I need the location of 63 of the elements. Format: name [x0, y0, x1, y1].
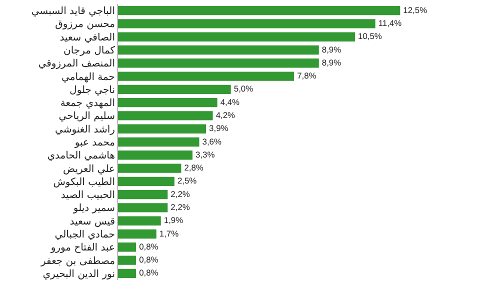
y-tick-label: عبد الفتاح مورو: [50, 242, 115, 254]
data-label: 3,6%: [202, 136, 222, 146]
y-tick-label: مصطفى بن جعفر: [40, 256, 115, 267]
y-tick-label: الباجي قايد السبسي: [31, 6, 115, 18]
data-label: 11,4%: [378, 18, 402, 28]
bar: [118, 19, 376, 28]
data-label: 7,8%: [297, 70, 317, 81]
data-label: 3,3%: [196, 149, 216, 160]
bar: [118, 58, 319, 68]
y-tick-label: ناجي جلول: [70, 84, 115, 96]
data-label: 10,5%: [358, 31, 382, 42]
data-label: 4,4%: [220, 96, 240, 107]
y-tick-label: علي العريض: [63, 164, 115, 175]
y-tick-label: قيس سعيد: [70, 216, 116, 228]
data-label: 1,9%: [164, 215, 184, 226]
data-label: 0,8%: [139, 241, 159, 252]
bar: [118, 176, 174, 186]
data-label: 2,5%: [177, 176, 198, 186]
y-tick-label: هاشمي الحامدي: [47, 150, 115, 162]
bar: [118, 164, 182, 173]
data-label: 12,5%: [403, 4, 428, 15]
bar: [118, 137, 200, 147]
bar: [118, 242, 136, 252]
data-label: 1,7%: [159, 228, 180, 238]
y-tick-label: المهدي جمعة: [60, 98, 115, 110]
bar: [118, 98, 218, 108]
data-label: 0,8%: [139, 268, 159, 278]
data-label: 5,0%: [234, 84, 254, 94]
y-tick-label: راشد الغنوشي: [55, 124, 116, 136]
bar: [118, 72, 294, 81]
y-tick-label: المنصف المرزوقي: [38, 58, 115, 70]
bar: [118, 216, 161, 226]
bar: [118, 229, 156, 239]
y-tick-label: حمة الهمامي: [62, 72, 115, 83]
y-tick-label: سليم الرياحي: [58, 111, 115, 122]
y-tick-label: سمير ديلو: [72, 203, 115, 214]
data-label: 0,8%: [139, 254, 159, 265]
bar: [118, 6, 400, 16]
data-label: 2,2%: [170, 202, 190, 212]
bar: [118, 256, 136, 265]
bar: [118, 124, 206, 134]
bar: [118, 111, 213, 120]
y-tick-label: محسن مرزوق: [55, 19, 115, 30]
bar: [118, 45, 319, 55]
y-tick-label: محمد عبو: [74, 138, 115, 148]
data-label: 8,9%: [322, 57, 342, 68]
data-label: 8,9%: [322, 44, 342, 54]
data-label: 2,2%: [170, 188, 190, 199]
bar: [118, 190, 168, 200]
bar: [118, 268, 136, 278]
y-tick-label: كمال مرجان: [64, 46, 116, 56]
y-tick-label: الحبيب الصيد: [60, 190, 115, 202]
data-label: 4,2%: [216, 110, 236, 120]
y-tick-label: حمادي الجبالي: [54, 230, 115, 240]
y-tick-label: الطيب البكوش: [53, 176, 115, 188]
data-label: 2,8%: [184, 162, 204, 173]
data-label: 3,9%: [209, 123, 229, 134]
bar: [118, 32, 356, 42]
bar: [118, 84, 231, 94]
bar: [118, 150, 192, 160]
y-tick-label: الصافي سعيد: [60, 32, 115, 44]
y-tick-label: نور الدين البحيري: [42, 268, 115, 280]
bar: [118, 203, 168, 212]
